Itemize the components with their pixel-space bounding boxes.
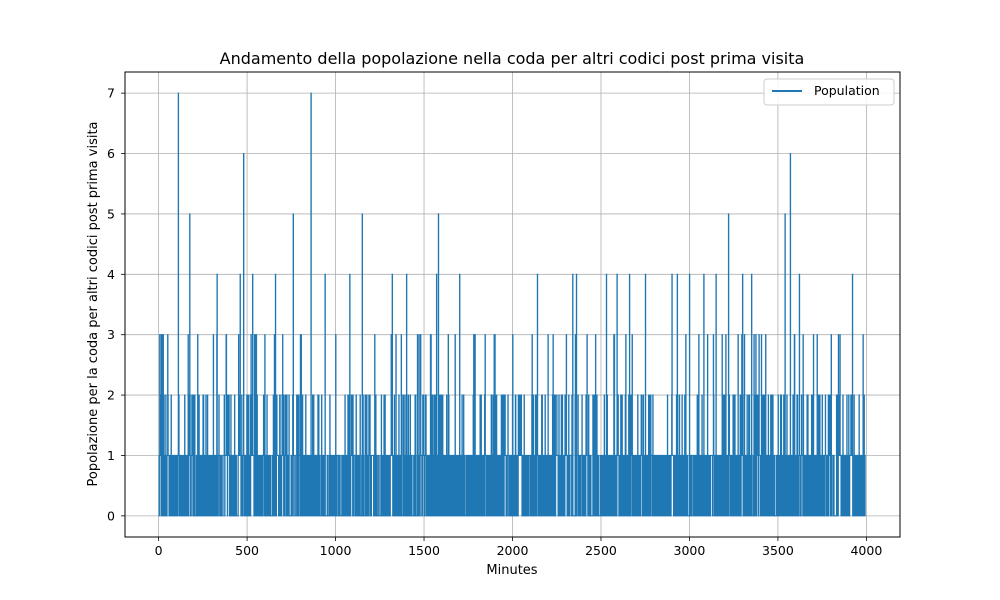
y-tick-label: 0 <box>107 508 115 523</box>
y-axis-label: Popolazione per la coda per altri codici… <box>86 121 101 486</box>
x-tick-label: 3000 <box>674 543 706 558</box>
x-tick-label: 3500 <box>762 543 794 558</box>
x-tick-label: 500 <box>235 543 259 558</box>
x-tick-label: 1500 <box>408 543 440 558</box>
x-tick-label: 0 <box>155 543 163 558</box>
y-tick-label: 5 <box>107 206 115 221</box>
x-tick-label: 2000 <box>497 543 529 558</box>
legend: Population <box>763 78 895 106</box>
y-tick-label: 3 <box>107 327 115 342</box>
legend-box <box>763 78 895 106</box>
y-tick-label: 1 <box>107 448 115 463</box>
population-series-line <box>158 92 866 517</box>
y-tick-label: 4 <box>107 267 115 282</box>
x-tick-label: 1000 <box>320 543 352 558</box>
axis-ticks: 0 500 1000 1500 2000 2500 3000 3500 4000 0 1 2 3 4 5 6 7 <box>107 86 882 558</box>
plot-frame <box>124 71 901 538</box>
legend-label: Population <box>814 83 880 98</box>
y-tick-label: 7 <box>107 86 115 101</box>
y-tick-label: 2 <box>107 388 115 403</box>
chart-title: Andamento della popolazione nella coda p… <box>220 49 805 68</box>
x-tick-label: 4000 <box>850 543 882 558</box>
x-tick-label: 2500 <box>585 543 617 558</box>
y-tick-label: 6 <box>107 146 115 161</box>
data-series <box>158 92 866 517</box>
x-axis-label: Minutes <box>486 563 537 578</box>
